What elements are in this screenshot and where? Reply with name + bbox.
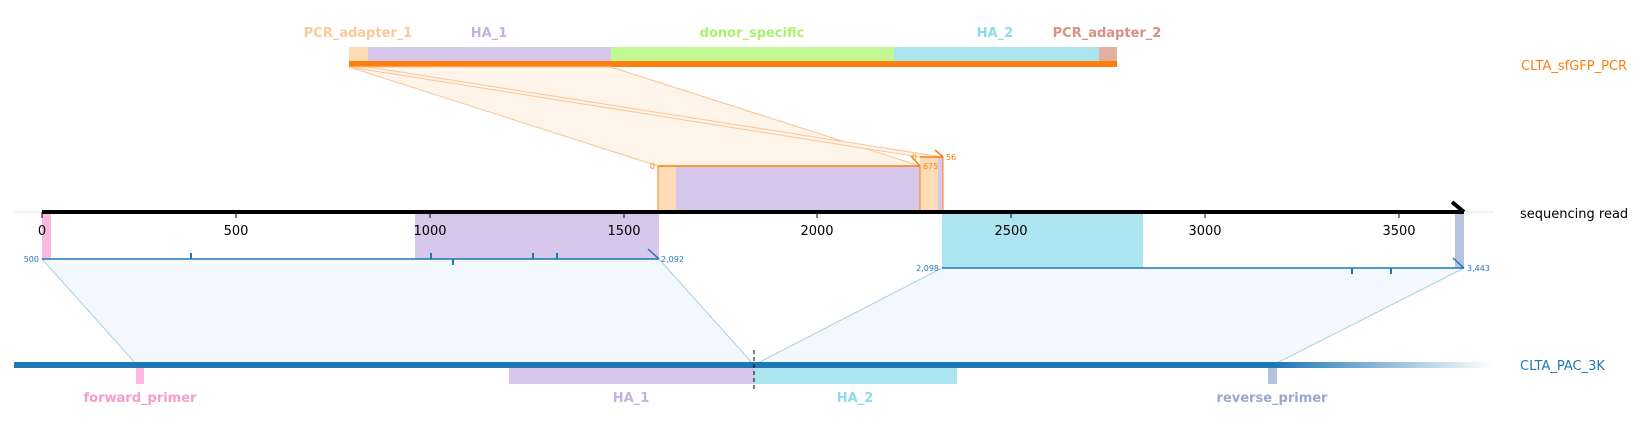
read-reverse-primer-block [1455,213,1464,268]
read-tick-label-1000: 1000 [413,224,446,239]
pcr-adapter-2-label: PCR_adapter_2 [1053,26,1162,41]
forward-primer-label: forward_primer [84,391,198,406]
read-ha-2-lower-block [942,213,1143,268]
pcr-backbone-bar [349,61,1117,67]
donor-specific-label: donor_specific [700,26,805,41]
read-tick-label-2500: 2500 [994,224,1027,239]
read-tick-label-3500: 3500 [1382,224,1415,239]
pac-2-start-coord: 2,098 [916,264,939,273]
ha-2-top-label: HA_2 [977,26,1014,41]
pcr-2-start-coord: 0 [912,153,917,162]
read-tick-label-1500: 1500 [607,224,640,239]
pac-backbone-fade [1274,362,1494,368]
read-tick-label-3000: 3000 [1188,224,1221,239]
read-forward-primer-block [42,213,51,259]
ha-2-bottom-label: HA_2 [837,391,874,406]
read-pcr-adapter-block-2 [920,157,938,212]
ha-1-bottom-label: HA_1 [613,391,650,406]
read-pac-alignments: 500 2,092 2,098 3,443 [24,248,1490,274]
read-axis-ticks: 0 500 1000 1500 2000 2500 3000 3500 [38,212,1416,239]
pcr-align-arrow-1 [910,155,921,167]
pac-forward-primer-block [136,362,144,384]
read-tick-label-0: 0 [38,224,46,239]
read-tick-label-500: 500 [224,224,249,239]
pcr-track-name: CLTA_sfGFP_PCR [1521,59,1627,74]
read-ha-1-lower-block [415,213,659,259]
pac-backbone-bar [14,362,1274,368]
pcr-1-end-coord: 675 [923,162,938,171]
read-track-name: sequencing read [1520,207,1628,222]
read-ha-1-sliver [938,157,943,212]
pac-2-end-coord: 3,443 [1467,264,1490,273]
read-tick-label-2000: 2000 [800,224,833,239]
pac-ribbon-2 [753,267,1465,366]
pac-align-arrow-2 [1452,257,1465,269]
pcr-track-group: PCR_adapter_1 HA_1 donor_specific HA_2 P… [304,26,1627,74]
pac-track-group: forward_primer HA_1 HA_2 reverse_primer … [14,350,1605,406]
pcr-2-end-coord: 56 [946,153,956,162]
pcr-align-arrow-2 [934,149,944,158]
reverse-primer-label: reverse_primer [1217,391,1329,406]
read-track-group: 0 500 1000 1500 2000 2500 3000 3500 sequ… [14,200,1628,268]
pac-track-name: CLTA_PAC_3K [1520,359,1605,374]
pac-1-end-coord: 2,092 [661,255,684,264]
read-ha-1-block [676,166,920,212]
pcr-1-start-coord: 0 [650,162,655,171]
pac-1-start-coord: 500 [24,255,39,264]
ha-1-top-label: HA_1 [471,26,508,41]
pac-align-arrow-1 [647,248,660,260]
pcr-adapter-1-label: PCR_adapter_1 [304,26,413,41]
pac-ribbon-1 [40,258,756,366]
pcr-alignment-ribbons [348,66,943,167]
read-pcr-adapter-block [658,166,676,212]
read-pcr-features: 0 675 0 56 [650,149,956,212]
read-direction-arrow [1450,200,1466,214]
pcr-ribbon-1 [348,66,921,167]
pac-alignment-ribbons [40,258,1465,366]
pac-reverse-primer-block [1268,362,1277,384]
